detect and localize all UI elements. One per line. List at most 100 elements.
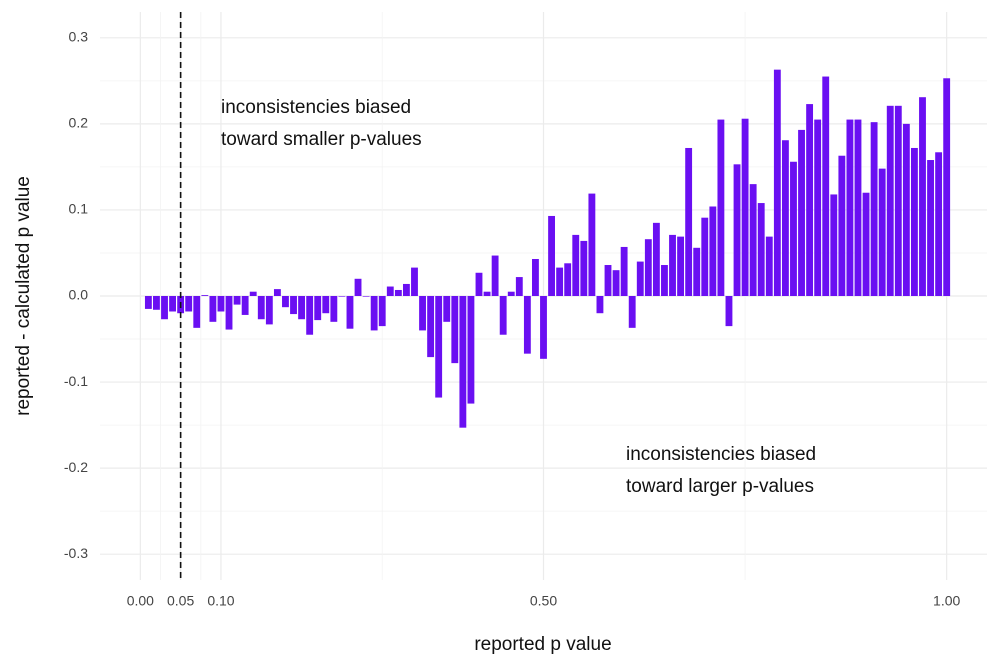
- bar: [185, 296, 193, 312]
- annotation-line: toward larger p-values: [626, 476, 814, 497]
- bar: [733, 164, 741, 296]
- bar: [346, 296, 354, 329]
- bar: [846, 119, 854, 296]
- bar: [467, 296, 475, 404]
- bar: [604, 265, 612, 296]
- x-tick-label: 0.05: [167, 593, 194, 609]
- bar: [790, 161, 797, 296]
- bar: [798, 129, 805, 296]
- bar: [314, 296, 322, 321]
- x-tick-label: 0.10: [207, 593, 234, 609]
- bar: [193, 296, 201, 328]
- bar: [427, 296, 435, 358]
- annotation-line: inconsistencies biased: [221, 97, 411, 118]
- bar: [870, 122, 878, 296]
- bar: [282, 296, 289, 308]
- bar: [241, 296, 249, 315]
- annotation-line: toward smaller p-values: [221, 129, 422, 150]
- bar: [515, 277, 523, 296]
- bar: [233, 296, 241, 305]
- bar: [556, 267, 564, 296]
- bar: [338, 296, 346, 297]
- bar: [419, 296, 426, 331]
- bar: [652, 222, 660, 296]
- bar: [822, 76, 830, 296]
- bar: [507, 291, 515, 296]
- bar: [580, 240, 588, 296]
- bar: [620, 246, 628, 296]
- bar: [144, 296, 152, 309]
- bar: [685, 147, 693, 296]
- x-tick-label: 1.00: [933, 593, 960, 609]
- bar: [677, 236, 685, 296]
- bar: [362, 296, 370, 297]
- bar: [644, 239, 652, 296]
- annotation-line: inconsistencies biased: [626, 444, 816, 465]
- bar: [564, 263, 572, 296]
- bar: [451, 296, 459, 364]
- bar: [411, 267, 418, 296]
- x-axis-title: reported p value: [474, 634, 611, 655]
- y-tick-label: 0.2: [69, 115, 89, 131]
- bar: [386, 286, 394, 296]
- y-tick-label: -0.2: [64, 459, 88, 475]
- bar: [669, 234, 676, 296]
- x-tick-label: 0.00: [127, 593, 154, 609]
- bar: [838, 155, 846, 296]
- bar: [169, 296, 176, 312]
- bar: [370, 296, 378, 331]
- bar: [378, 296, 386, 327]
- bar: [749, 184, 757, 296]
- bar: [499, 296, 507, 335]
- bar: [709, 206, 717, 296]
- bar: [935, 152, 943, 296]
- bar: [265, 296, 273, 325]
- bar: [443, 296, 451, 322]
- bar: [540, 296, 547, 359]
- bar: [636, 261, 644, 296]
- bar: [806, 104, 814, 297]
- y-tick-label: 0.0: [69, 287, 89, 303]
- bar: [765, 236, 773, 296]
- bar: [919, 97, 926, 296]
- bar: [661, 265, 668, 296]
- bar: [548, 215, 555, 296]
- annotations: inconsistencies biased toward smaller p-…: [221, 97, 816, 497]
- bar: [701, 217, 709, 296]
- y-tick-label: 0.1: [69, 201, 89, 217]
- y-tick-label: -0.3: [64, 545, 88, 561]
- bar: [249, 291, 257, 296]
- bar: [878, 168, 886, 296]
- bar: [257, 296, 265, 320]
- bar: [459, 296, 467, 428]
- bar: [330, 296, 338, 322]
- bar: [290, 296, 297, 315]
- bar: [153, 296, 160, 310]
- bar: [628, 296, 636, 328]
- bar: [475, 272, 483, 296]
- bar: [394, 289, 402, 296]
- bar: [725, 296, 733, 327]
- bar: [894, 105, 902, 296]
- bar: [523, 296, 531, 354]
- bar: [161, 296, 168, 320]
- x-tick-label: 0.50: [530, 593, 557, 609]
- bar: [902, 123, 910, 296]
- bar: [854, 119, 862, 296]
- bar: [781, 140, 789, 296]
- bar: [217, 296, 225, 312]
- bar: [612, 270, 620, 296]
- bar: [491, 255, 499, 296]
- bar: [483, 291, 491, 296]
- bar: [814, 119, 822, 296]
- bar: [862, 192, 870, 296]
- bar: [435, 296, 443, 398]
- y-tick-label: -0.1: [64, 373, 88, 389]
- bar: [306, 296, 314, 335]
- bar: [596, 296, 604, 314]
- bars: [144, 69, 951, 428]
- bar: [830, 194, 838, 296]
- bar: [927, 160, 934, 296]
- bar: [298, 296, 306, 320]
- bar: [588, 193, 596, 296]
